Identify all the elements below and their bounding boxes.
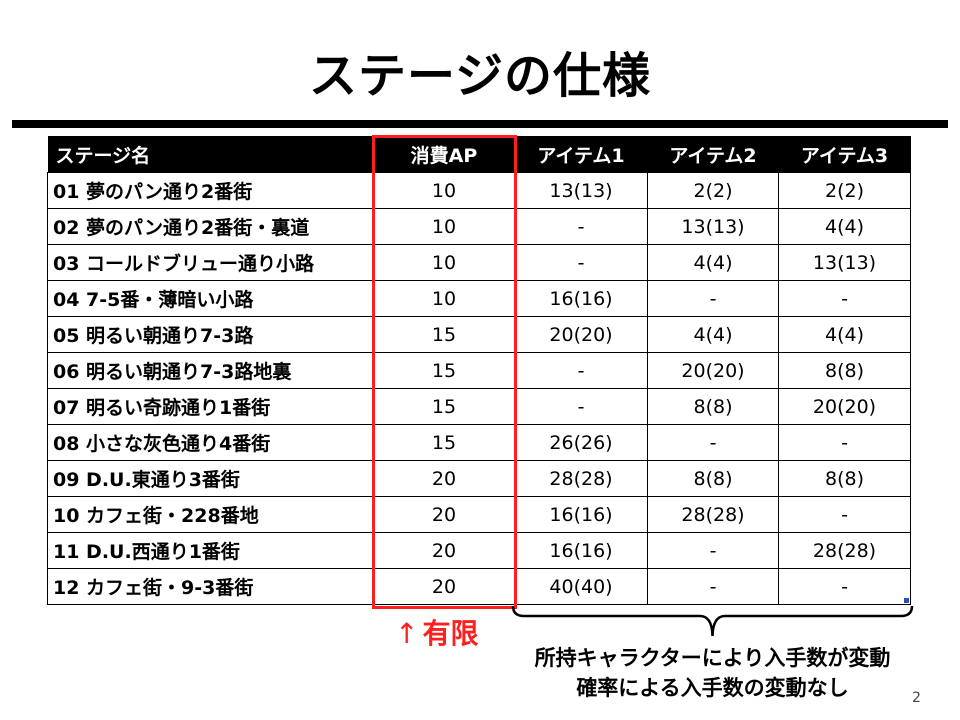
item-2-cell: 8(8) [647, 388, 779, 425]
ap-cost-cell: 10 [373, 244, 515, 281]
item-2-cell: 4(4) [647, 244, 779, 281]
item-2-cell: - [647, 424, 779, 461]
stage-name-cell: 02 夢のパン通り2番街・裏道 [47, 208, 374, 245]
item-1-cell: - [514, 244, 648, 281]
stage-name-cell: 04 7-5番・薄暗い小路 [47, 280, 374, 317]
stage-name-cell: 08 小さな灰色通り4番街 [47, 424, 374, 461]
item-3-cell: 4(4) [778, 316, 911, 353]
item-3-cell: 8(8) [778, 460, 911, 497]
item-3-cell: 8(8) [778, 352, 911, 389]
item-3-cell: - [778, 280, 911, 317]
item-3-cell: 4(4) [778, 208, 911, 245]
item-1-cell: 28(28) [514, 460, 648, 497]
item-1-cell: - [514, 208, 648, 245]
table-row: 09 D.U.東通り3番街 20 28(28) 8(8) 8(8) [47, 460, 911, 497]
ap-cost-cell: 20 [373, 460, 515, 497]
ap-cost-cell: 15 [373, 424, 515, 461]
item-2-cell: 4(4) [647, 316, 779, 353]
item-3-cell: 20(20) [778, 388, 911, 425]
item-2-cell: 28(28) [647, 496, 779, 533]
slide-title: ステージの仕様 [308, 48, 652, 104]
table-row: 12 カフェ街・9-3番街 20 40(40) - - [47, 568, 911, 605]
item-3-cell: - [778, 568, 911, 605]
item-2-cell: - [647, 568, 779, 605]
table-row: 11 D.U.西通り1番街 20 16(16) -28(28) [47, 532, 911, 569]
stage-table: ステージ名 消費AP アイテム1 アイテム2 アイテム3 01 夢のパン通り2番… [47, 136, 911, 605]
stage-name-cell: 03 コールドブリュー通り小路 [47, 244, 374, 281]
ap-column-highlight-box [372, 135, 517, 609]
curly-brace-icon [511, 605, 914, 637]
table-row: 08 小さな灰色通り4番街 15 26(26) - - [47, 424, 911, 461]
item-3-cell: 28(28) [778, 532, 911, 569]
ap-cost-cell: 20 [373, 568, 515, 605]
items-note-line-2: 確率による入手数の変動なし [576, 676, 849, 700]
table-body: 01 夢のパン通り2番街 10 13(13) 2(2) 2(2) 02 夢のパン通り2番街… [47, 172, 911, 605]
item-3-cell: - [778, 424, 911, 461]
column-header-item-1: アイテム1 [514, 136, 648, 173]
stage-name-cell: 06 明るい朝通り7-3路地裏 [47, 352, 374, 389]
title-divider [12, 120, 948, 128]
table-corner-handle [904, 598, 909, 603]
item-2-cell: 8(8) [647, 460, 779, 497]
item-2-cell: - [647, 532, 779, 569]
table-row: 04 7-5番・薄暗い小路 10 16(16) - - [47, 280, 911, 317]
table-row: 03 コールドブリュー通り小路 10-4(4) 13(13) [47, 244, 911, 281]
column-header-item-3: アイテム3 [778, 136, 911, 173]
ap-limited-label: ↑ 有限 [395, 612, 478, 652]
item-1-cell: 40(40) [514, 568, 648, 605]
stage-name-cell: 01 夢のパン通り2番街 [47, 172, 374, 209]
stage-name-cell: 09 D.U.東通り3番街 [47, 460, 374, 497]
column-header-item-2: アイテム2 [647, 136, 779, 173]
stage-name-cell: 12 カフェ街・9-3番街 [47, 568, 374, 605]
items-note-line-1: 所持キャラクターにより入手数が変動 [534, 646, 891, 670]
table-row: 10 カフェ街・228番地 20 16(16) 28(28) - [47, 496, 911, 533]
ap-cost-cell: 20 [373, 532, 515, 569]
table-row: 02 夢のパン通り2番街・裏道 10-13(13) 4(4) [47, 208, 911, 245]
item-3-cell: 2(2) [778, 172, 911, 209]
item-1-cell: - [514, 352, 648, 389]
item-1-cell: 16(16) [514, 496, 648, 533]
stage-name-cell: 10 カフェ街・228番地 [47, 496, 374, 533]
stage-name-cell: 05 明るい朝通り7-3路 [47, 316, 374, 353]
item-2-cell: 2(2) [647, 172, 779, 209]
item-3-cell: 13(13) [778, 244, 911, 281]
item-2-cell: 20(20) [647, 352, 779, 389]
stage-name-cell: 11 D.U.西通り1番街 [47, 532, 374, 569]
item-1-cell: 16(16) [514, 532, 648, 569]
item-1-cell: 26(26) [514, 424, 648, 461]
stage-name-cell: 07 明るい奇跡通り1番街 [47, 388, 374, 425]
item-1-cell: 13(13) [514, 172, 648, 209]
up-arrow-icon: ↑ [395, 617, 419, 650]
limited-text: 有限 [422, 617, 479, 650]
table-header-row: ステージ名 消費AP アイテム1 アイテム2 アイテム3 [47, 136, 911, 173]
item-1-cell: 20(20) [514, 316, 648, 353]
item-1-cell: - [514, 388, 648, 425]
ap-cost-cell: 20 [373, 496, 515, 533]
column-header-stage-name: ステージ名 [47, 136, 374, 173]
page-number: 2 [912, 690, 921, 706]
item-3-cell: - [778, 496, 911, 533]
item-2-cell: - [647, 280, 779, 317]
item-1-cell: 16(16) [514, 280, 648, 317]
item-2-cell: 13(13) [647, 208, 779, 245]
